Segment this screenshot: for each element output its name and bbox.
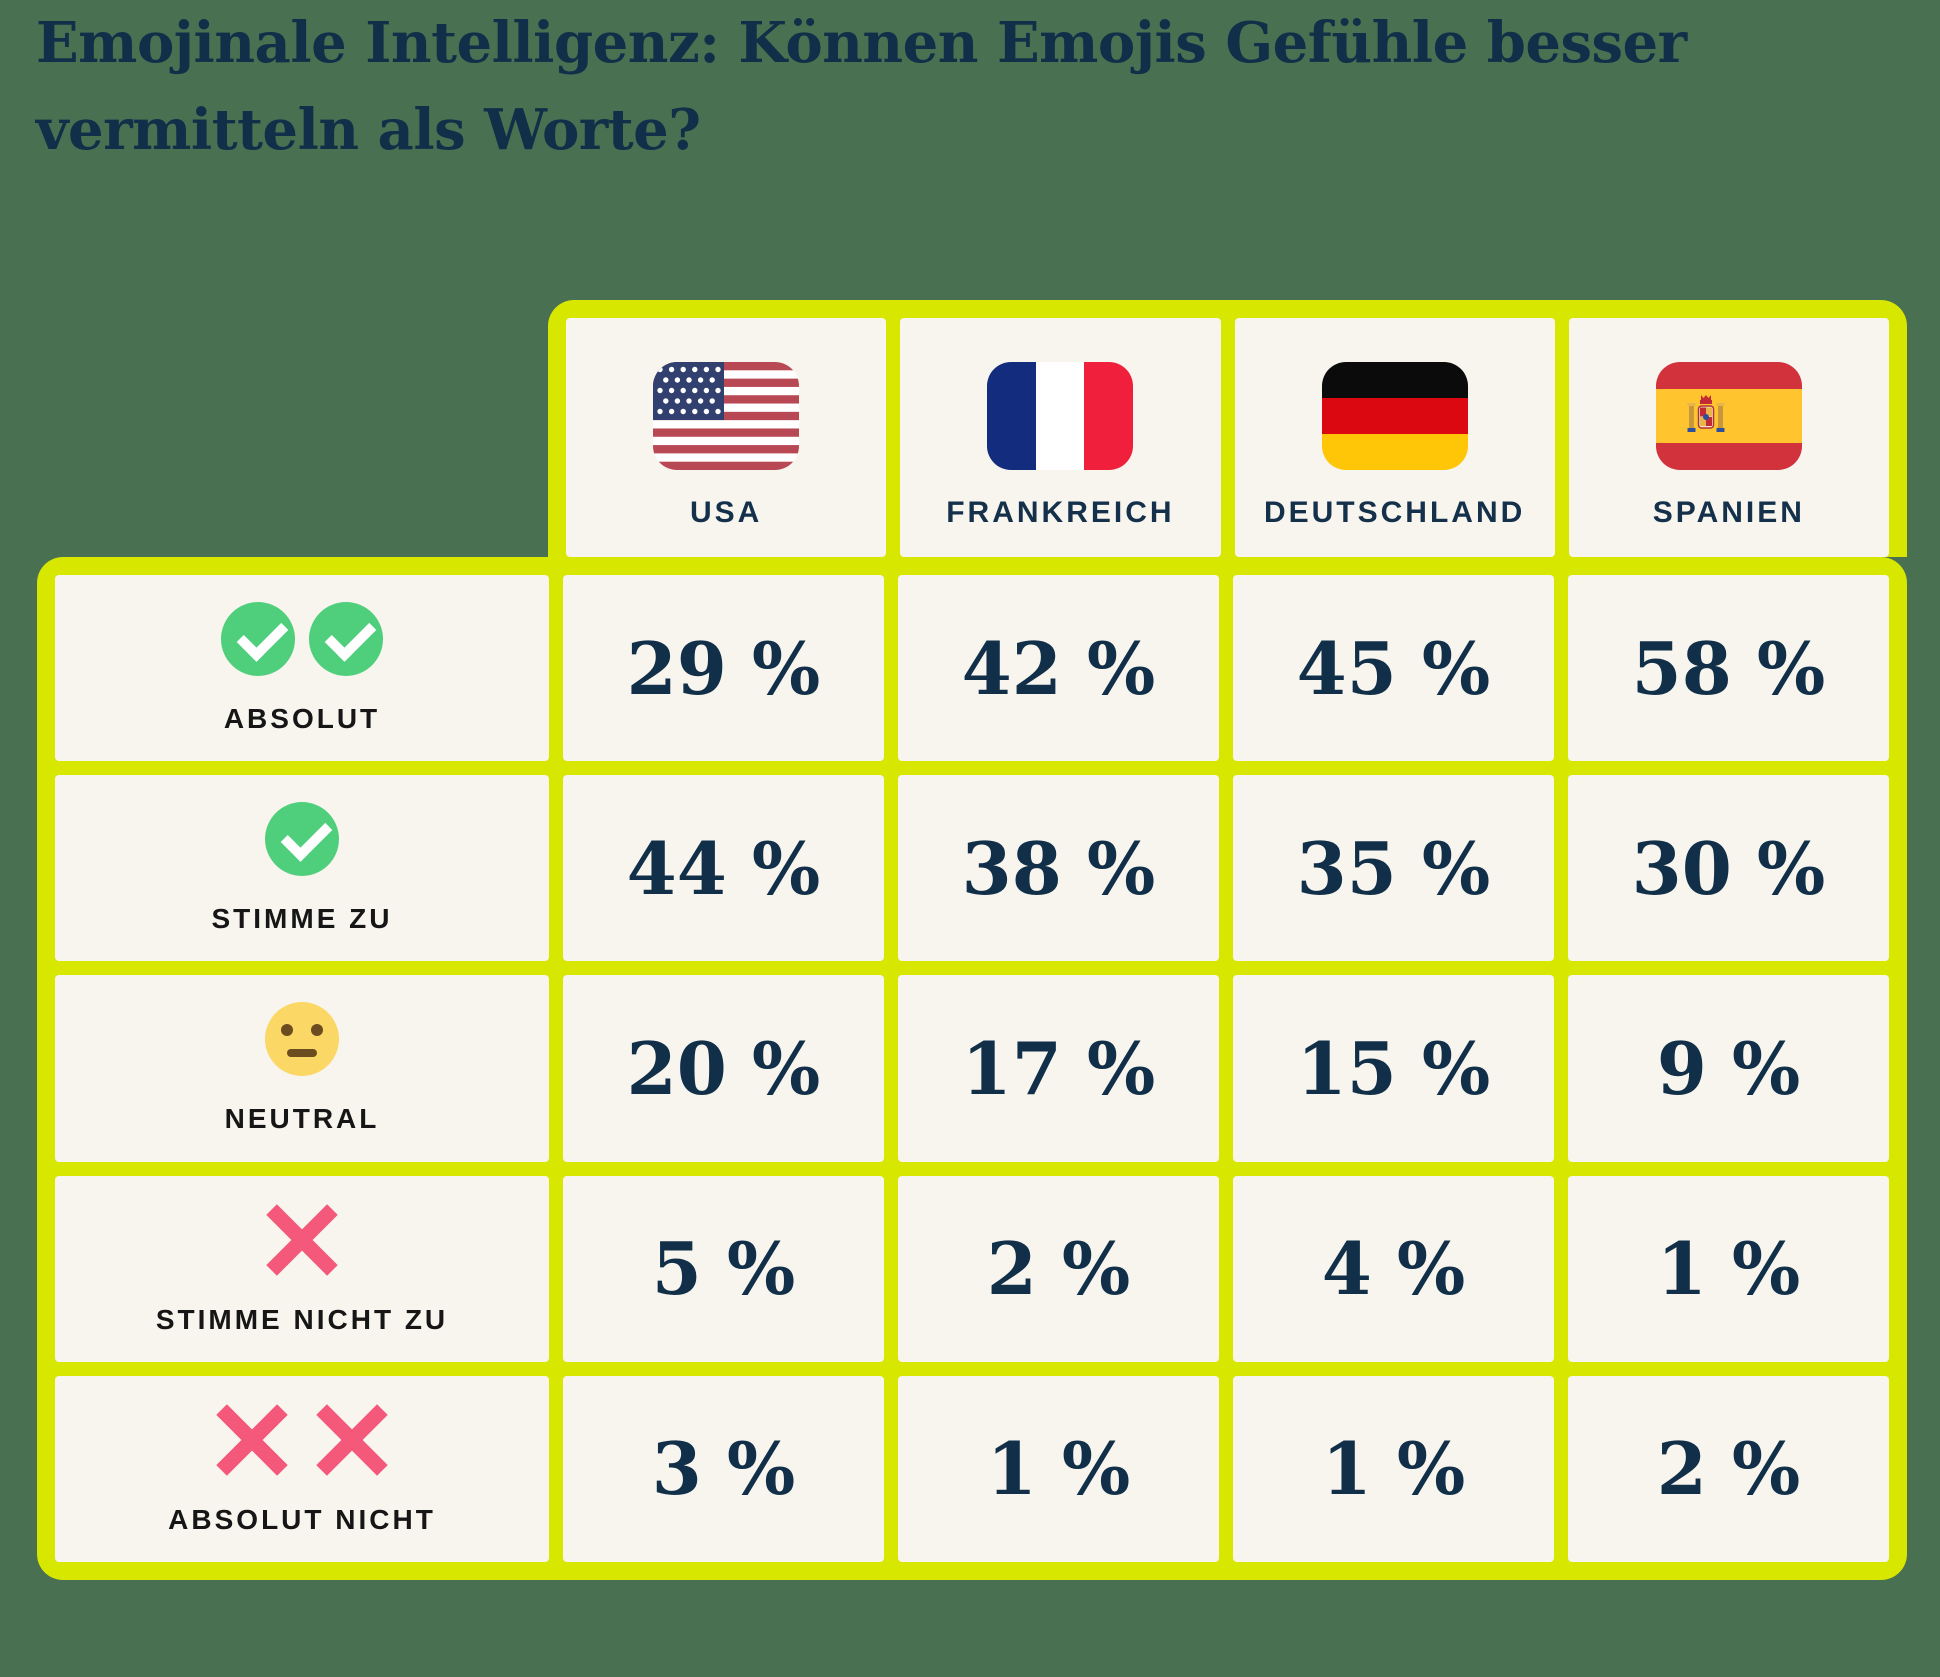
header-cell-germany: DEUTSCHLAND bbox=[1234, 318, 1555, 557]
page-title: Emojinale Intelligenz: Können Emojis Gef… bbox=[36, 10, 1687, 163]
row-label-absolut: ABSOLUT bbox=[55, 575, 549, 762]
row-label-text: NEUTRAL bbox=[224, 1103, 380, 1135]
percent-value: 2 % bbox=[1656, 1426, 1801, 1512]
cross-icon bbox=[316, 1404, 388, 1476]
percent-value: 4 % bbox=[1321, 1226, 1466, 1312]
percent-value: 29 % bbox=[626, 625, 821, 711]
cell-absolut-nicht-usa: 3 % bbox=[563, 1375, 884, 1562]
spain-flag-icon bbox=[1655, 362, 1802, 470]
double-cross-icon bbox=[216, 1402, 388, 1478]
row-label-neutral: NEUTRAL bbox=[55, 975, 549, 1162]
cell-stimme-nicht-zu-frankreich: 2 % bbox=[898, 1175, 1219, 1362]
header-cell-usa: USA bbox=[566, 318, 887, 557]
cell-stimme-nicht-zu-deutschland: 4 % bbox=[1233, 1175, 1554, 1362]
cell-absolut-frankreich: 42 % bbox=[898, 575, 1219, 762]
percent-value: 2 % bbox=[986, 1226, 1131, 1312]
row-label-text: ABSOLUT bbox=[223, 703, 381, 735]
cell-stimme-nicht-zu-usa: 5 % bbox=[563, 1175, 884, 1362]
double-check-icon bbox=[221, 601, 383, 677]
percent-value: 17 % bbox=[961, 1025, 1156, 1111]
country-label-usa: USA bbox=[689, 496, 763, 529]
percent-value: 1 % bbox=[1321, 1426, 1466, 1512]
neutral-face-icon bbox=[265, 1002, 339, 1077]
single-cross-icon bbox=[266, 1202, 338, 1278]
check-icon bbox=[221, 602, 295, 677]
usa-flag-icon bbox=[653, 362, 800, 470]
cell-absolut-spanien: 58 % bbox=[1568, 575, 1889, 762]
row-label-text: STIMME ZU bbox=[211, 903, 393, 935]
percent-value: 45 % bbox=[1296, 625, 1491, 711]
check-icon bbox=[309, 602, 383, 677]
row-label-text: ABSOLUT NICHT bbox=[168, 1503, 436, 1535]
cross-icon bbox=[266, 1204, 338, 1276]
cell-neutral-spanien: 9 % bbox=[1568, 975, 1889, 1162]
percent-value: 38 % bbox=[961, 825, 1156, 911]
percent-value: 44 % bbox=[626, 825, 821, 911]
row-label-absolut-nicht: ABSOLUT NICHT bbox=[55, 1375, 549, 1562]
percent-value: 30 % bbox=[1631, 825, 1826, 911]
cell-neutral-frankreich: 17 % bbox=[898, 975, 1219, 1162]
cell-absolut-deutschland: 45 % bbox=[1233, 575, 1554, 762]
cell-stimme-nicht-zu-spanien: 1 % bbox=[1568, 1175, 1889, 1362]
cell-stimme-zu-spanien: 30 % bbox=[1568, 775, 1889, 962]
single-check-icon bbox=[265, 801, 339, 877]
percent-value: 5 % bbox=[651, 1226, 796, 1312]
percent-value: 20 % bbox=[626, 1025, 821, 1111]
check-icon bbox=[265, 802, 339, 877]
cross-icon bbox=[216, 1404, 288, 1476]
percent-value: 58 % bbox=[1631, 625, 1826, 711]
cell-stimme-zu-usa: 44 % bbox=[563, 775, 884, 962]
percent-value: 42 % bbox=[961, 625, 1156, 711]
cell-absolut-nicht-spanien: 2 % bbox=[1568, 1375, 1889, 1562]
cell-absolut-usa: 29 % bbox=[563, 575, 884, 762]
percent-value: 1 % bbox=[1656, 1226, 1801, 1312]
row-label-text: STIMME NICHT ZU bbox=[155, 1303, 449, 1335]
cell-neutral-usa: 20 % bbox=[563, 975, 884, 1162]
face-mouth bbox=[287, 1049, 317, 1058]
row-label-stimme-nicht-zu: STIMME NICHT ZU bbox=[55, 1175, 549, 1362]
header-cell-france: FRANKREICH bbox=[900, 318, 1221, 557]
france-flag-icon bbox=[987, 362, 1134, 470]
cell-absolut-nicht-frankreich: 1 % bbox=[898, 1375, 1219, 1562]
data-table: ABSOLUT 29 % 42 % 45 % 58 % STIMME ZU 44… bbox=[37, 557, 1907, 1580]
country-label-germany: DEUTSCHLAND bbox=[1263, 496, 1526, 529]
cell-stimme-zu-deutschland: 35 % bbox=[1233, 775, 1554, 962]
row-label-stimme-zu: STIMME ZU bbox=[55, 775, 549, 962]
cell-absolut-nicht-deutschland: 1 % bbox=[1233, 1375, 1554, 1562]
germany-flag-icon bbox=[1321, 362, 1468, 470]
percent-value: 1 % bbox=[986, 1426, 1131, 1512]
country-header: USA FRANKREICH DEU bbox=[548, 300, 1907, 557]
header-cell-spain: SPANIEN bbox=[1568, 318, 1889, 557]
country-label-france: FRANKREICH bbox=[946, 496, 1175, 529]
cell-neutral-deutschland: 15 % bbox=[1233, 975, 1554, 1162]
percent-value: 15 % bbox=[1296, 1025, 1491, 1111]
cell-stimme-zu-frankreich: 38 % bbox=[898, 775, 1219, 962]
country-label-spain: SPANIEN bbox=[1652, 496, 1805, 529]
percent-value: 35 % bbox=[1296, 825, 1491, 911]
percent-value: 9 % bbox=[1656, 1025, 1801, 1111]
percent-value: 3 % bbox=[651, 1426, 796, 1512]
neutral-face-icon bbox=[265, 1001, 339, 1077]
